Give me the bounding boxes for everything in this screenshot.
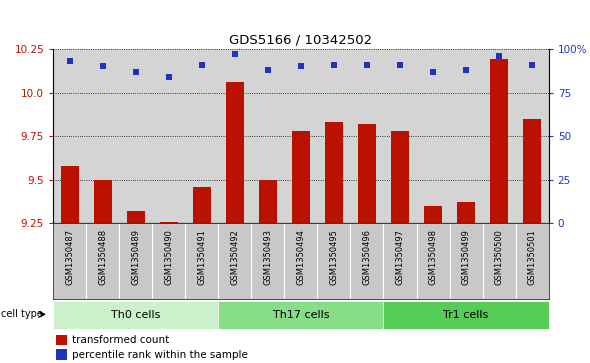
Text: GSM1350496: GSM1350496 xyxy=(362,229,372,285)
Point xyxy=(428,69,438,74)
Point xyxy=(98,64,107,69)
Point xyxy=(230,51,240,57)
Title: GDS5166 / 10342502: GDS5166 / 10342502 xyxy=(230,33,372,46)
Text: GSM1350499: GSM1350499 xyxy=(461,229,471,285)
Text: GSM1350487: GSM1350487 xyxy=(65,229,74,285)
Bar xyxy=(94,180,112,223)
Text: Tr1 cells: Tr1 cells xyxy=(444,310,489,320)
Text: percentile rank within the sample: percentile rank within the sample xyxy=(72,350,248,359)
Bar xyxy=(193,187,211,223)
Point xyxy=(362,62,372,68)
Text: cell type: cell type xyxy=(1,309,43,319)
Bar xyxy=(358,124,376,223)
Bar xyxy=(56,335,67,345)
Point xyxy=(197,62,206,68)
Text: GSM1350500: GSM1350500 xyxy=(494,229,504,285)
Text: GSM1350497: GSM1350497 xyxy=(395,229,405,285)
Point xyxy=(461,67,471,73)
Bar xyxy=(61,166,78,223)
Point xyxy=(395,62,405,68)
Text: Th0 cells: Th0 cells xyxy=(111,310,160,320)
Bar xyxy=(457,202,475,223)
Bar xyxy=(490,60,508,223)
Bar xyxy=(424,206,442,223)
Bar xyxy=(259,180,277,223)
Bar xyxy=(292,131,310,223)
Text: Th17 cells: Th17 cells xyxy=(273,310,329,320)
Text: GSM1350495: GSM1350495 xyxy=(329,229,339,285)
Text: GSM1350489: GSM1350489 xyxy=(131,229,140,285)
Text: GSM1350492: GSM1350492 xyxy=(230,229,240,285)
Text: GSM1350498: GSM1350498 xyxy=(428,229,438,285)
Text: GSM1350501: GSM1350501 xyxy=(527,229,537,285)
Bar xyxy=(53,301,218,329)
Text: transformed count: transformed count xyxy=(72,335,169,345)
Point xyxy=(65,58,74,64)
Point xyxy=(263,67,273,73)
Text: GSM1350491: GSM1350491 xyxy=(197,229,206,285)
Bar xyxy=(127,211,145,223)
Point xyxy=(164,74,173,80)
Text: GSM1350488: GSM1350488 xyxy=(98,229,107,285)
Point xyxy=(329,62,339,68)
Point xyxy=(131,69,140,74)
Bar xyxy=(56,349,67,360)
Point xyxy=(494,53,504,59)
Point xyxy=(527,62,537,68)
Bar xyxy=(160,221,178,223)
Bar xyxy=(523,119,541,223)
Bar xyxy=(226,82,244,223)
Bar xyxy=(325,122,343,223)
Bar xyxy=(391,131,409,223)
Point xyxy=(296,64,306,69)
Bar xyxy=(218,301,384,329)
Text: GSM1350490: GSM1350490 xyxy=(164,229,173,285)
Bar xyxy=(384,301,549,329)
Text: GSM1350494: GSM1350494 xyxy=(296,229,306,285)
Text: GSM1350493: GSM1350493 xyxy=(263,229,273,285)
